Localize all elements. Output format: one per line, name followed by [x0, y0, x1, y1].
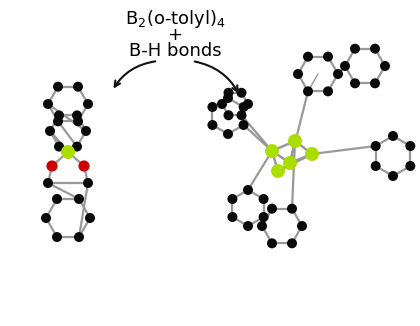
Text: +: +	[168, 26, 183, 44]
Point	[87, 215, 93, 221]
Point	[238, 90, 245, 95]
Point	[309, 151, 315, 156]
Point	[390, 173, 396, 179]
Point	[55, 113, 62, 118]
Point	[269, 148, 276, 154]
Point	[382, 63, 389, 68]
Point	[289, 241, 295, 246]
Point	[325, 89, 331, 94]
Point	[229, 215, 236, 220]
Point	[85, 180, 92, 185]
Point	[304, 89, 311, 94]
Point	[372, 46, 378, 51]
Point	[352, 46, 358, 51]
Point	[75, 84, 81, 89]
Text: B$_2$(o-tolyl)$_4$: B$_2$(o-tolyl)$_4$	[125, 8, 226, 30]
Point	[83, 128, 89, 134]
Point	[372, 143, 379, 149]
Point	[47, 128, 53, 134]
Point	[244, 101, 251, 107]
Point	[54, 196, 60, 201]
Point	[225, 96, 231, 101]
Point	[407, 163, 414, 169]
Point	[240, 122, 247, 127]
Point	[229, 196, 236, 201]
Point	[244, 187, 251, 193]
Point	[259, 223, 265, 229]
Point	[407, 143, 414, 149]
Point	[75, 119, 81, 124]
Point	[209, 122, 216, 127]
Point	[76, 234, 82, 240]
Point	[55, 144, 62, 149]
Point	[81, 163, 87, 169]
Point	[286, 160, 293, 166]
Point	[260, 215, 267, 220]
Point	[85, 101, 92, 107]
Point	[269, 206, 276, 211]
Point	[299, 223, 305, 229]
Point	[269, 241, 276, 246]
Point	[325, 54, 331, 59]
Point	[209, 104, 216, 110]
Point	[74, 144, 80, 149]
Point	[219, 101, 226, 107]
Point	[260, 196, 267, 201]
Point	[275, 169, 281, 174]
Point	[43, 215, 50, 221]
Point	[352, 81, 358, 86]
Point	[291, 139, 298, 144]
Point	[76, 196, 82, 201]
Point	[372, 163, 379, 169]
Point	[225, 90, 232, 95]
Point	[372, 81, 378, 86]
Point	[390, 133, 396, 139]
Point	[289, 206, 295, 211]
Point	[240, 104, 247, 110]
Point	[54, 234, 60, 240]
Point	[74, 113, 80, 118]
Point	[65, 149, 71, 155]
Point	[45, 101, 51, 107]
Point	[45, 180, 51, 185]
Point	[49, 163, 55, 169]
Point	[335, 71, 341, 77]
Point	[341, 63, 348, 68]
Point	[295, 71, 302, 77]
Point	[225, 131, 231, 137]
Point	[238, 113, 245, 118]
Point	[225, 113, 232, 118]
Text: B-H bonds: B-H bonds	[129, 42, 221, 60]
Point	[304, 54, 311, 59]
Point	[55, 84, 61, 89]
Point	[55, 119, 61, 124]
Point	[244, 223, 251, 229]
